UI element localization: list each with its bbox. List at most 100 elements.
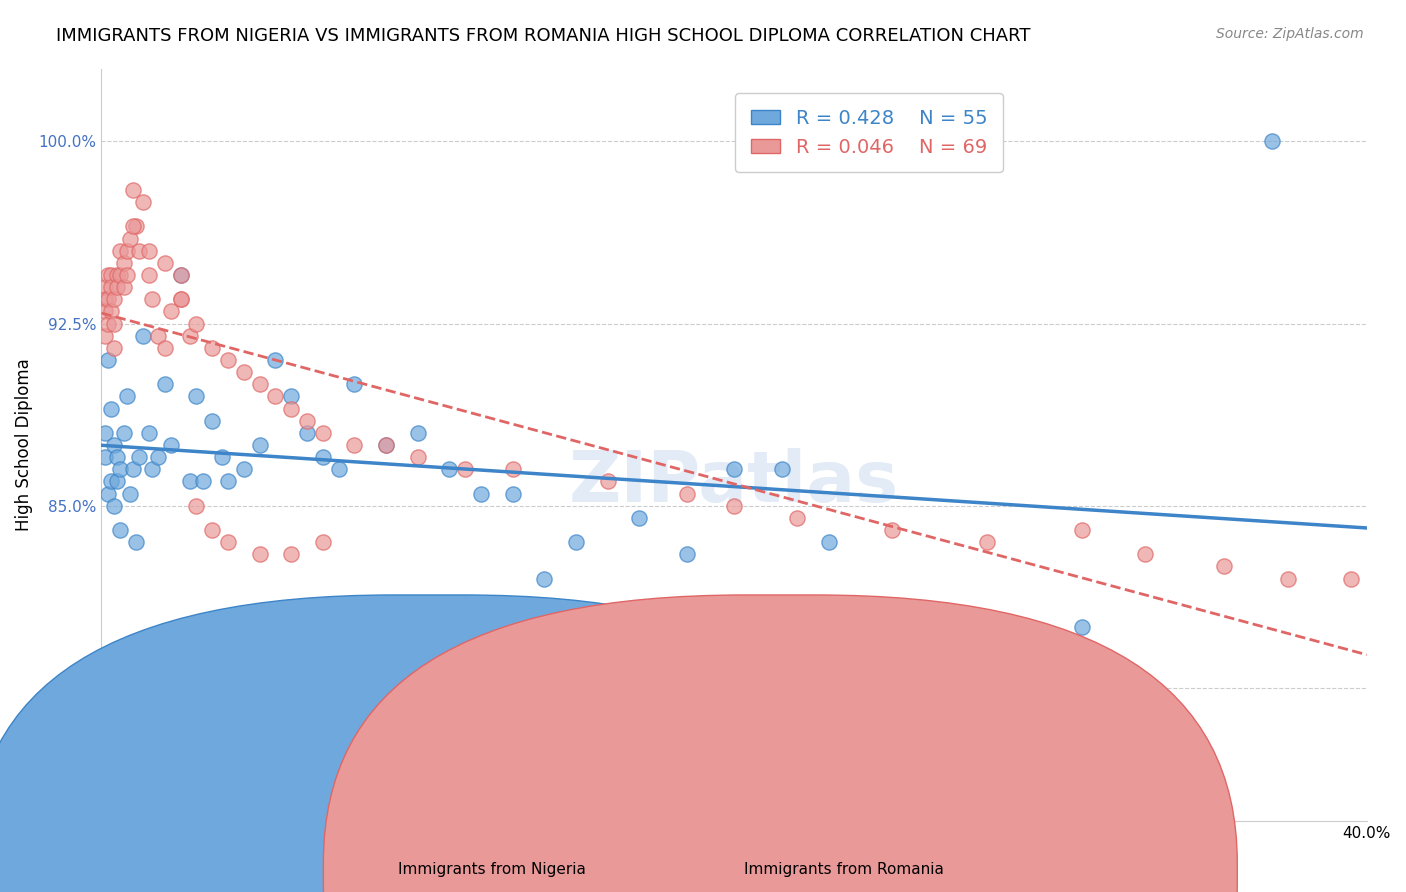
- Point: [406, 450, 429, 464]
- Point: [343, 438, 366, 452]
- Point: [153, 377, 176, 392]
- Text: Immigrants from Nigeria: Immigrants from Nigeria: [398, 863, 586, 877]
- Point: [103, 292, 125, 306]
- Point: [97, 353, 120, 368]
- Point: [169, 268, 191, 282]
- Point: [343, 377, 366, 392]
- Point: [201, 414, 224, 428]
- Point: [169, 292, 191, 306]
- Point: [93, 425, 115, 440]
- Point: [97, 268, 120, 282]
- Point: [295, 414, 318, 428]
- Point: [179, 328, 201, 343]
- Point: [93, 280, 115, 294]
- Point: [1277, 572, 1299, 586]
- Point: [97, 292, 120, 306]
- Point: [112, 256, 135, 270]
- Point: [186, 499, 208, 513]
- Point: [1213, 559, 1236, 574]
- Point: [675, 486, 697, 500]
- Point: [97, 317, 120, 331]
- Point: [882, 644, 904, 658]
- Point: [470, 486, 492, 500]
- Point: [93, 292, 115, 306]
- Point: [770, 462, 793, 476]
- Point: [1071, 523, 1094, 537]
- Point: [201, 341, 224, 355]
- Point: [115, 244, 138, 258]
- Point: [141, 292, 163, 306]
- Point: [280, 389, 302, 403]
- Point: [723, 499, 745, 513]
- Point: [818, 535, 841, 549]
- Y-axis label: High School Diploma: High School Diploma: [15, 359, 32, 532]
- Point: [375, 438, 398, 452]
- Point: [1135, 547, 1157, 561]
- Point: [217, 475, 239, 489]
- Text: ZIPatlas: ZIPatlas: [569, 448, 900, 517]
- Point: [103, 438, 125, 452]
- Point: [264, 389, 287, 403]
- Point: [191, 475, 214, 489]
- Point: [93, 304, 115, 318]
- Point: [138, 268, 160, 282]
- Point: [100, 401, 122, 416]
- Point: [280, 401, 302, 416]
- Point: [232, 462, 254, 476]
- Point: [112, 280, 135, 294]
- Point: [249, 438, 271, 452]
- Point: [502, 462, 524, 476]
- Point: [723, 462, 745, 476]
- Point: [125, 535, 148, 549]
- Point: [148, 450, 170, 464]
- Text: IMMIGRANTS FROM NIGERIA VS IMMIGRANTS FROM ROMANIA HIGH SCHOOL DIPLOMA CORRELATI: IMMIGRANTS FROM NIGERIA VS IMMIGRANTS FR…: [56, 27, 1031, 45]
- Point: [217, 353, 239, 368]
- Point: [103, 317, 125, 331]
- Point: [675, 547, 697, 561]
- Point: [122, 462, 145, 476]
- Point: [328, 462, 350, 476]
- Point: [138, 244, 160, 258]
- Point: [115, 389, 138, 403]
- Point: [169, 292, 191, 306]
- Point: [110, 523, 132, 537]
- Point: [1071, 620, 1094, 634]
- Point: [312, 425, 335, 440]
- Point: [141, 462, 163, 476]
- Point: [565, 535, 588, 549]
- Point: [179, 475, 201, 489]
- Point: [882, 523, 904, 537]
- Point: [122, 219, 145, 234]
- Point: [502, 486, 524, 500]
- Point: [217, 535, 239, 549]
- Point: [160, 438, 183, 452]
- Text: Source: ZipAtlas.com: Source: ZipAtlas.com: [1216, 27, 1364, 41]
- Point: [112, 425, 135, 440]
- Point: [312, 535, 335, 549]
- Point: [186, 317, 208, 331]
- Point: [100, 475, 122, 489]
- Point: [110, 244, 132, 258]
- Point: [533, 572, 555, 586]
- Point: [375, 438, 398, 452]
- Point: [454, 462, 477, 476]
- Point: [118, 231, 141, 245]
- Point: [249, 547, 271, 561]
- Point: [160, 304, 183, 318]
- Point: [105, 475, 128, 489]
- Point: [786, 511, 808, 525]
- Point: [249, 377, 271, 392]
- Point: [105, 280, 128, 294]
- Point: [110, 268, 132, 282]
- Point: [122, 183, 145, 197]
- Point: [628, 511, 651, 525]
- Point: [312, 450, 335, 464]
- Point: [103, 499, 125, 513]
- Point: [93, 328, 115, 343]
- Point: [105, 268, 128, 282]
- Point: [125, 219, 148, 234]
- Point: [201, 523, 224, 537]
- Point: [280, 547, 302, 561]
- Point: [103, 341, 125, 355]
- Point: [211, 450, 233, 464]
